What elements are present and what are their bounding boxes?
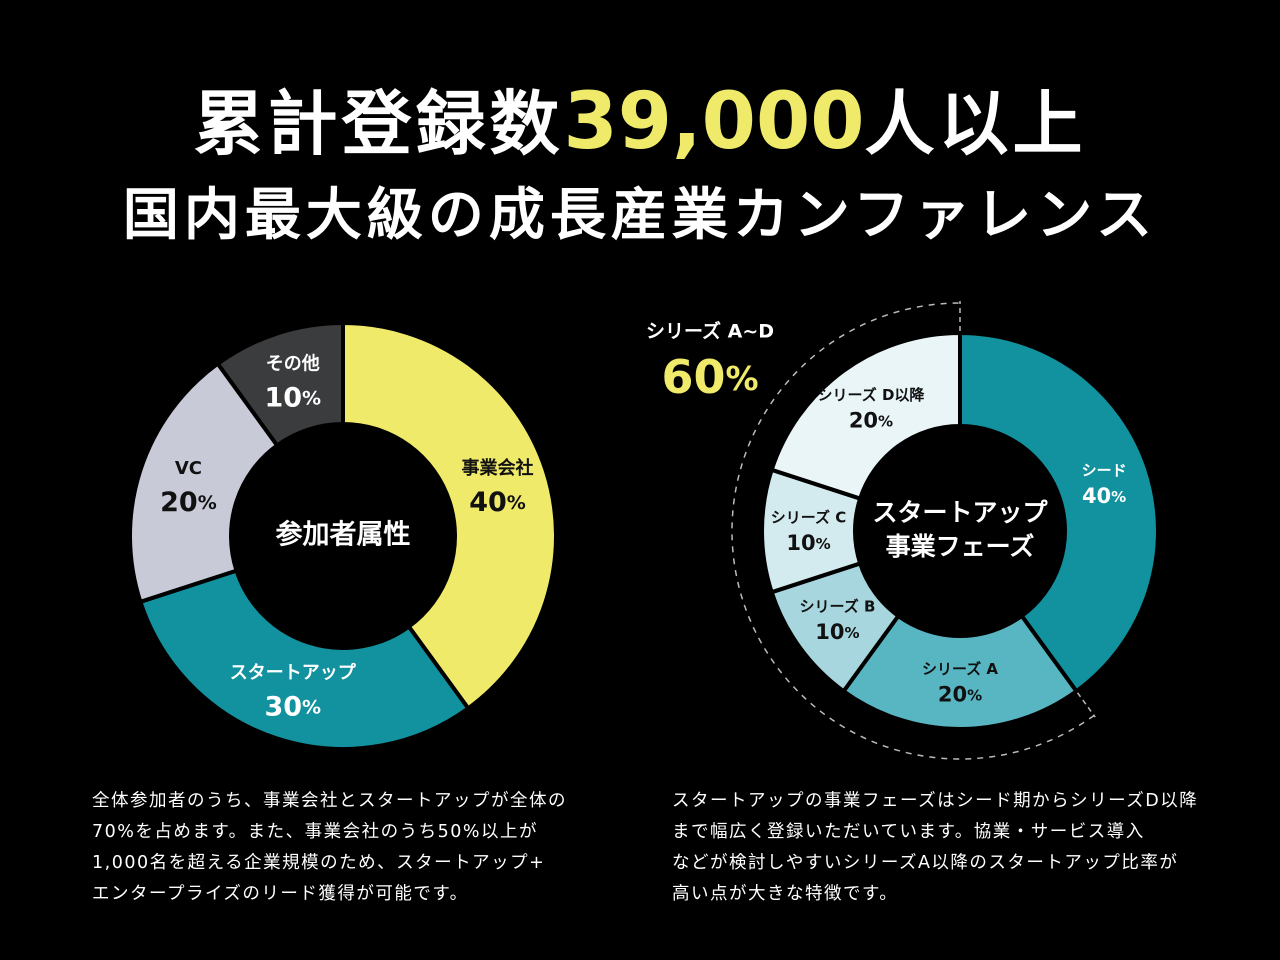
left-slice-label: VC — [175, 458, 202, 479]
left-slice-value: 30% — [264, 691, 321, 722]
caption-right-line: などが検討しやすいシリーズA以降のスタートアップ比率が — [672, 853, 1179, 873]
subheadline: 国内最大級の成長産業カンファレンス — [122, 183, 1158, 248]
caption-left-line: 全体参加者のうち、事業会社とスタートアップが全体の — [92, 791, 567, 811]
group-arc-end — [1076, 692, 1096, 718]
right-center-title: スタートアップ — [872, 498, 1048, 527]
headline-number: 39,000 — [563, 77, 865, 167]
left-center-title: 参加者属性 — [276, 519, 411, 551]
left-slice-value: 20% — [160, 486, 217, 517]
right-slice-value: 40% — [1082, 484, 1126, 508]
headline-suffix: 人以上 — [864, 83, 1087, 165]
right-center-title: 事業フェーズ — [886, 532, 1035, 561]
right-slice-4 — [769, 330, 962, 502]
right-slice-label: シリーズ C — [771, 509, 846, 527]
caption-left-line: 1,000名を超える企業規模のため、スタートアップ+ — [92, 853, 546, 873]
left-slice-value: 40% — [469, 486, 526, 517]
group-annotation-label: シリーズ A~D — [646, 320, 774, 343]
left-slice-2 — [128, 360, 280, 605]
left-slice-1 — [137, 568, 471, 751]
left-slice-label: スタートアップ — [230, 662, 357, 684]
right-slice-0 — [958, 330, 1160, 694]
right-slice-1 — [840, 613, 1080, 731]
right-slice-label: シリーズ A — [922, 660, 998, 678]
caption-left: 全体参加者のうち、事業会社とスタートアップが全体の 70%を占めます。また、事業… — [92, 786, 612, 910]
right-slice-label: シード — [1082, 462, 1127, 480]
right-slice-value: 20% — [849, 408, 893, 432]
left-slice-label: その他 — [266, 352, 320, 374]
right-slice-value: 10% — [786, 531, 830, 555]
caption-left-line: エンタープライズのリード獲得が可能です。 — [92, 884, 469, 904]
caption-right-line: まで幅広く登録いただいています。協業・サービス導入 — [672, 822, 1145, 842]
caption-right-line: スタートアップの事業フェーズはシード期からシリーズD以降 — [672, 791, 1199, 811]
caption-right: スタートアップの事業フェーズはシード期からシリーズD以降 まで幅広く登録いただい… — [672, 786, 1199, 910]
right-slice-label: シリーズ D以降 — [817, 386, 925, 404]
left-slice-3 — [215, 320, 345, 449]
group-annotation-value: 60% — [661, 350, 758, 404]
left-slice-0 — [341, 320, 558, 712]
right-slice-value: 20% — [938, 683, 982, 707]
headline: 累計登録数39,000人以上 — [0, 74, 1280, 172]
right-slice-value: 10% — [815, 620, 859, 644]
left-slice-value: 10% — [264, 382, 321, 413]
right-slice-label: シリーズ B — [799, 598, 875, 616]
caption-right-line: 高い点が大きな特徴です。 — [672, 884, 899, 904]
headline-prefix: 累計登録数 — [193, 83, 564, 165]
left-slice-label: 事業会社 — [462, 457, 534, 479]
caption-left-line: 70%を占めます。また、事業会社のうち50%以上が — [92, 822, 539, 842]
right-chart: シード 40% シリーズ A 20% シリーズ B 10% シリーズ C 10% シリーズ D以… — [760, 330, 1160, 731]
group-arc-dashed — [731, 302, 1095, 760]
left-chart: 事業会社 40% スタートアップ 30% VC 20% その他 10% 参加者属性 — [128, 320, 558, 751]
